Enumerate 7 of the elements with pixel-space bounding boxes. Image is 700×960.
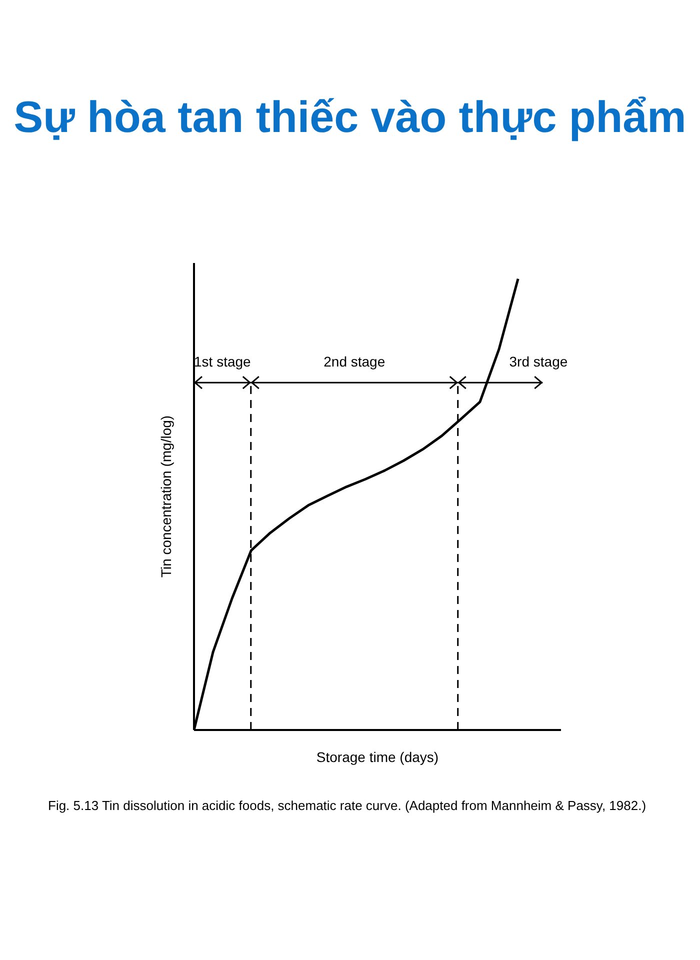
x-axis-title: Storage time (days): [316, 749, 439, 765]
caption: Fig. 5.13 Tin dissolution in acidic foods, schematic rate curve. (Adapted from Mannheim & Passy, 1982.): [48, 798, 648, 813]
annotation: 1st stage: [194, 354, 252, 370]
chart-title: Sự hòa tan thiếc vào thực phẩm: [12, 93, 688, 143]
annotation: 3rd stage: [509, 354, 568, 370]
annotation: 2nd stage: [324, 354, 386, 370]
y-axis-title: Tin concentration (mg/log): [158, 415, 174, 578]
